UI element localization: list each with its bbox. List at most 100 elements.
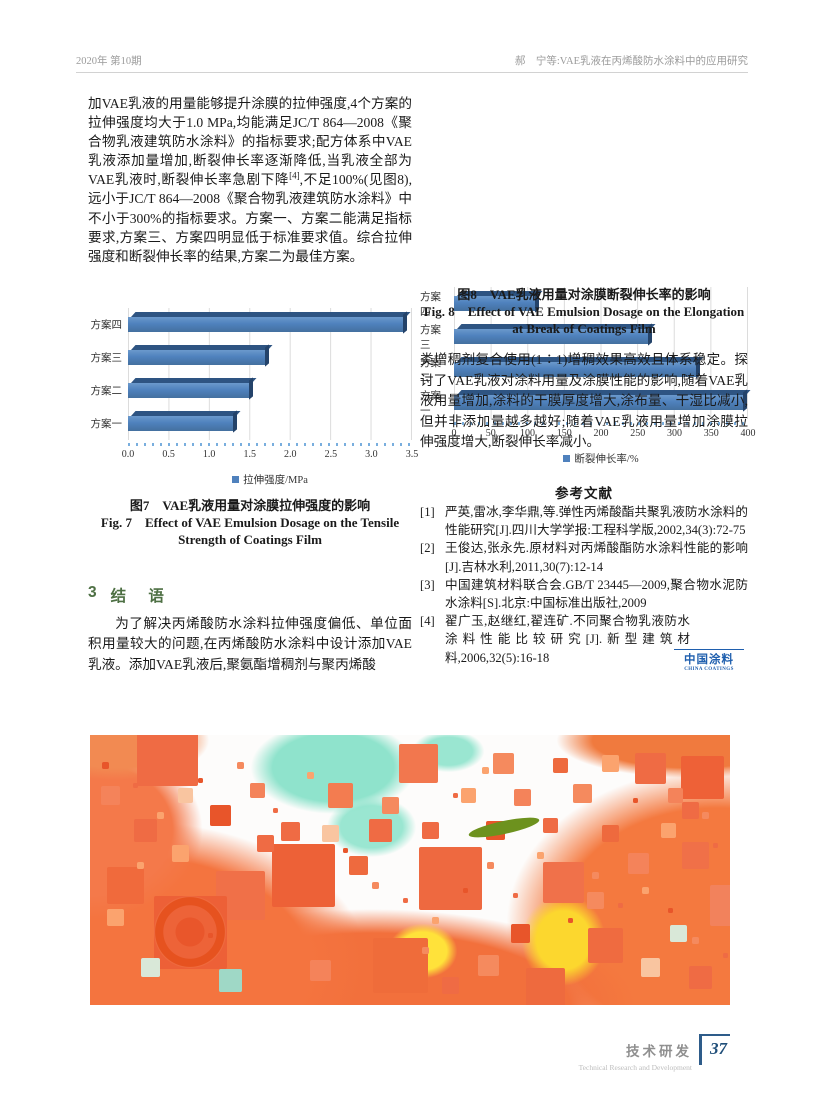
section-number: 3 [88, 584, 97, 601]
axis-tick-label: 0 [451, 428, 457, 439]
axis-tick-label: 2.0 [284, 449, 297, 460]
green-paint-streak [467, 813, 541, 842]
chart-labels: 方案四方案三方案二方案一 [88, 308, 128, 440]
chart-row [454, 386, 747, 419]
body-paragraph: 加VAE乳液的用量能够提升涂膜的拉伸强度,4个方案的拉伸强度均大于1.0 MPa… [88, 94, 412, 266]
chart-labels: 方案四方案三方案二方案一 [420, 287, 454, 419]
figure8-chart: 方案四方案三方案二方案一 0 50 100 150 200 250 300 350 400 断裂… [420, 277, 756, 466]
chart-bar [454, 395, 744, 410]
reference-text: 翟广玉,赵继红,翟连矿.不同聚合物乳液防水涂料性能比较研究[J].新型建筑材料,… [445, 614, 690, 665]
chart-row [128, 374, 411, 407]
figure7-caption-en-line2: Strength of Coatings Film [178, 532, 322, 547]
issue-info: 2020年 第10期 [76, 56, 142, 67]
page-footer: 技术研发 Technical Research and Development … [579, 1034, 730, 1072]
chart-ticks: 0 50 100 150 200 250 300 350 400 [451, 428, 756, 443]
section-title: 结 语 [110, 588, 173, 605]
reference-number: [2] [420, 541, 435, 556]
chart-row [454, 287, 747, 320]
legend-swatch [232, 476, 240, 483]
page-number: 37 [699, 1034, 730, 1065]
chart-bar [128, 416, 234, 431]
page-header: 2020年 第10期 郝 宁等:VAE乳液在丙烯酸防水涂料中的应用研究 [76, 53, 748, 68]
chart-legend: 拉伸强度/MPa [128, 472, 412, 487]
category-label: 方案三 [90, 353, 123, 364]
references-title: 参考文献 [555, 486, 613, 501]
chart-bar [128, 317, 403, 332]
category-label: 方案二 [420, 357, 441, 384]
references-list: [1] 严英,雷冰,李华鼎,等.弹性丙烯酸酯共聚乳液防水涂料的性能研究[J].四… [420, 503, 748, 667]
footer-section-labels: 技术研发 Technical Research and Development [579, 1034, 692, 1072]
section-heading: 3 结 语 [88, 584, 412, 606]
figure7-caption-en-line1: Fig. 7 Effect of VAE Emulsion Dosage on … [100, 515, 400, 530]
reference-text: 王俊达,张永先.原材料对丙烯酸酯防水涂料性能的影响[J].吉林水利,2011,3… [445, 541, 748, 574]
logo-cn-text: 中国涂料 [674, 649, 744, 667]
chart-ticks: 0.0 0.5 1.0 1.5 2.0 2.5 3.0 3.5 [122, 449, 419, 464]
chart-bar [454, 296, 535, 311]
category-label: 方案四 [90, 320, 123, 331]
chart-row [454, 320, 747, 353]
reference-item: [4] 翟广玉,赵继红,翟连矿.不同聚合物乳液防水涂料性能比较研究[J].新型建… [420, 612, 748, 667]
axis-tick-label: 150 [556, 428, 572, 439]
axis-tick-label: 2.5 [324, 449, 338, 460]
header-rule [76, 72, 748, 73]
axis-tick-label: 3.5 [405, 449, 419, 460]
axis-tick-label: 1.0 [202, 449, 216, 460]
reference-number: [3] [420, 577, 435, 592]
paint-bubbles-small [90, 735, 91, 736]
reference-number: [4] [420, 614, 435, 629]
chart-row [128, 407, 411, 440]
footer-section-cn: 技术研发 [626, 1044, 692, 1059]
left-column-paragraph: 加VAE乳液的用量能够提升涂膜的拉伸强度,4个方案的拉伸强度均大于1.0 MPa… [88, 94, 412, 266]
footer-section-en: Technical Research and Development [578, 1063, 692, 1072]
axis-tick-label: 200 [593, 428, 609, 439]
citation-superscript: [4] [289, 170, 300, 181]
legend-label: 断裂伸长率/% [574, 454, 639, 465]
reference-number: [1] [420, 505, 435, 519]
reference-text: 中国建筑材料联合会.GB/T 23445—2009,聚合物水泥防水涂料[S].北… [445, 577, 748, 611]
chart-row [128, 308, 411, 341]
chart-bar [454, 329, 649, 344]
conclusion-paragraph: 为了解决丙烯酸防水涂料拉伸强度偏低、单位面积用量较大的问题,在丙烯酸防水涂料中设… [88, 614, 412, 675]
category-label: 方案一 [420, 390, 441, 417]
figure8-caption-en-line2: at Break of Coatings Film [512, 321, 656, 336]
reference-text: 严英,雷冰,李华鼎,等.弹性丙烯酸酯共聚乳液防水涂料的性能研究[J].四川大学学… [445, 505, 748, 538]
paragraph-text: 类增稠剂复合使用(1∶1)增稠效果高效且体系稳定。探讨了VAE乳液对涂料用量及涂… [420, 352, 748, 450]
figure8-caption-cn: 图8 VAE乳液用量对涂膜断裂伸长率的影响 [457, 287, 711, 302]
axis-tick-label: 350 [703, 428, 719, 439]
right-column-paragraph: 类增稠剂复合使用(1∶1)增稠效果高效且体系稳定。探讨了VAE乳液对涂料用量及涂… [420, 350, 748, 453]
axis-tick-label: 50 [485, 428, 496, 439]
chart-bar [128, 350, 266, 365]
paragraph-text: 为了解决丙烯酸防水涂料拉伸强度偏低、单位面积用量较大的问题,在丙烯酸防水涂料中设… [88, 616, 412, 672]
axis-tick-label: 100 [520, 428, 535, 439]
axis-tick-label: 0.0 [121, 449, 135, 460]
category-label: 方案四 [420, 291, 441, 318]
china-coatings-logo: 中国涂料 CHINA COATINGS [674, 649, 744, 672]
figure8-caption-en-line1: Fig. 8 Effect of VAE Emulsion Dosage on … [423, 304, 745, 319]
axis-tick-label: 250 [630, 428, 646, 439]
chart-plot [128, 308, 412, 440]
axis-baseline [454, 422, 748, 425]
figure7-chart: 方案四 方案三 方案二 方案一 0.0 0.5 1.0 1.5 2.0 2.5 3.0 3.5 拉伸… [88, 298, 419, 487]
axis-baseline [128, 443, 412, 446]
category-label: 方案二 [90, 386, 123, 397]
logo-en-text: CHINA COATINGS [684, 667, 734, 672]
paragraph-text: ,不足100%(见图8),远小于JC/T 864—2008《聚合物乳液建筑防水涂… [88, 172, 412, 264]
category-label: 方案一 [90, 419, 123, 430]
running-title: 郝 宁等:VAE乳液在丙烯酸防水涂料中的应用研究 [514, 56, 748, 67]
axis-tick-label: 300 [667, 428, 682, 439]
chart-bar [128, 383, 250, 398]
legend-label: 拉伸强度/MPa [243, 475, 308, 486]
axis-tick-label: 0.5 [162, 449, 175, 460]
legend-swatch [563, 455, 571, 462]
category-label: 方案三 [420, 324, 441, 351]
chart-legend: 断裂伸长率/% [454, 451, 748, 466]
axis-tick-label: 400 [740, 428, 756, 439]
figure8-caption: 图8 VAE乳液用量对涂膜断裂伸长率的影响 Fig. 8 Effect of V… [420, 286, 748, 337]
paragraph-text: 加VAE乳液的用量能够提升涂膜的拉伸强度,4个方案的拉伸强度均大于1.0 MPa… [88, 96, 412, 188]
reference-item: [3] 中国建筑材料联合会.GB/T 23445—2009,聚合物水泥防水涂料[… [420, 576, 748, 612]
axis-tick-label: 3.0 [365, 449, 378, 460]
abstract-paint-photo [90, 735, 730, 1005]
chart-plot [454, 287, 748, 419]
paint-bubble-ringed [154, 896, 226, 968]
